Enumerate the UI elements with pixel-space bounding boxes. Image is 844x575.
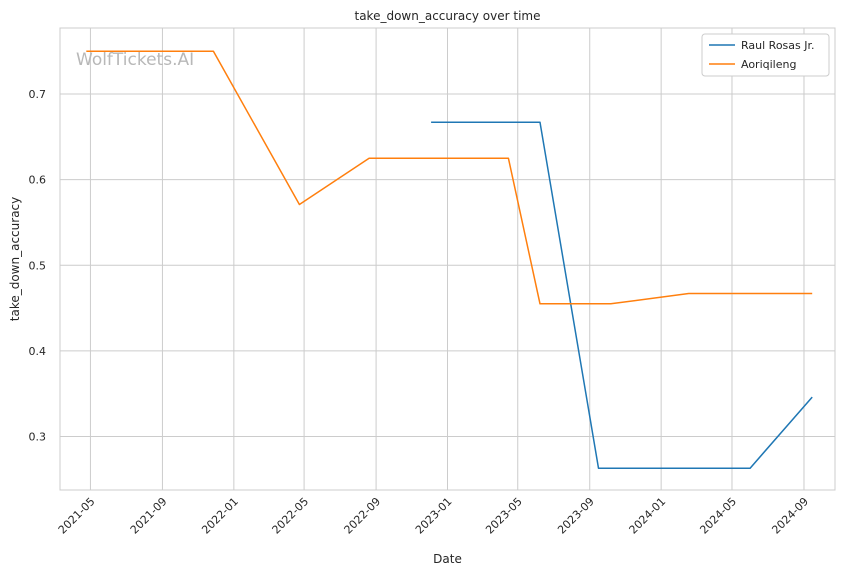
y-tick-label: 0.6 — [29, 174, 47, 187]
watermark: WolfTickets.AI — [76, 50, 194, 70]
x-tick-label: 2024-05 — [697, 495, 739, 537]
chart-title: take_down_accuracy over time — [355, 9, 541, 23]
y-tick-label: 0.3 — [29, 430, 47, 443]
x-tick-label: 2022-05 — [270, 495, 312, 537]
x-tick-label: 2022-01 — [199, 495, 241, 537]
x-axis-label: Date — [433, 552, 462, 566]
y-tick-label: 0.5 — [29, 259, 47, 272]
series-layer — [86, 50, 813, 469]
x-tick-label: 2024-01 — [627, 495, 669, 537]
y-tick-label: 0.4 — [29, 345, 47, 358]
legend: Raul Rosas Jr. Aoriqileng — [701, 33, 830, 77]
x-tick-label: 2021-09 — [128, 495, 170, 537]
legend-label-raul-rosas-jr: Raul Rosas Jr. — [741, 39, 815, 52]
x-axis-ticks: 2021-05 2021-09 2022-01 2022-05 2022-09 2023-… — [56, 495, 811, 537]
x-tick-label: 2023-09 — [555, 495, 597, 537]
series-line-aoriqileng — [86, 50, 813, 305]
series-line-raul-rosas-jr — [431, 121, 813, 469]
y-axis-ticks: 0.3 0.4 0.5 0.6 0.7 — [29, 88, 47, 443]
y-tick-label: 0.7 — [29, 88, 47, 101]
x-tick-label: 2024-09 — [769, 495, 811, 537]
x-tick-label: 2022-09 — [342, 495, 384, 537]
x-tick-label: 2023-05 — [483, 495, 525, 537]
x-tick-label: 2021-05 — [56, 495, 98, 537]
y-axis-label: take_down_accuracy — [8, 197, 22, 321]
x-tick-label: 2023-01 — [413, 495, 455, 537]
grid — [60, 28, 835, 490]
legend-label-aoriqileng: Aoriqileng — [741, 58, 796, 71]
